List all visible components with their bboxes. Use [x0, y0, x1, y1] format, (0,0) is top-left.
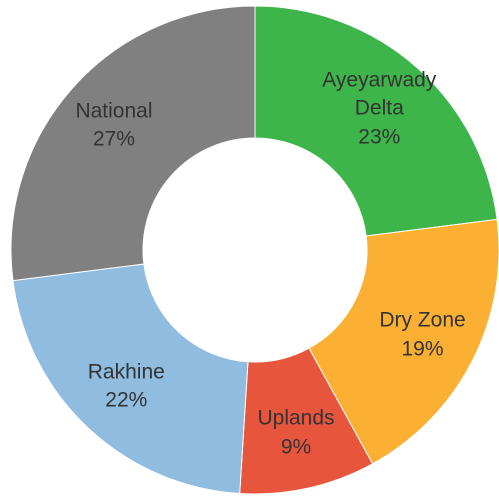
value-label: 23%: [358, 125, 401, 149]
slice-label: Uplands 9%: [226, 405, 366, 462]
category-label: National: [75, 99, 153, 123]
slice-label: Ayeyarwady Delta 23%: [309, 66, 449, 151]
donut-slice: [12, 263, 249, 495]
slice-label: National 27%: [44, 97, 184, 154]
donut-slice: [308, 218, 499, 465]
donut-slice: [10, 5, 256, 282]
category-label: Dry Zone: [379, 309, 466, 332]
slice-label: Rakhine 22%: [56, 359, 196, 416]
value-label: 19%: [401, 337, 444, 361]
category-label: Rakhine: [87, 360, 165, 384]
value-label: 9%: [280, 435, 312, 459]
category-label: Ayeyarwady Delta: [322, 68, 437, 120]
donut-slice: [254, 5, 498, 237]
value-label: 22%: [105, 389, 148, 413]
value-label: 27%: [92, 127, 135, 151]
slice-label: Dry Zone 19%: [353, 307, 493, 364]
category-label: Uplands: [257, 407, 335, 431]
